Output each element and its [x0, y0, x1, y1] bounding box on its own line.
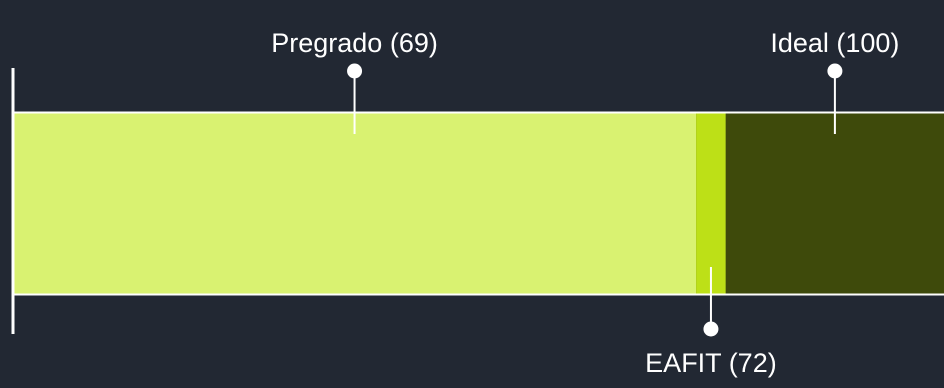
- callout-label-eafit: EAFIT (72): [645, 348, 777, 378]
- bar-segment-ideal: [725, 113, 944, 294]
- callout-dot-pregrado: [347, 63, 363, 79]
- bar-segment-pregrado: [13, 113, 697, 294]
- callout-dot-eafit: [703, 321, 719, 337]
- callout-label-ideal: Ideal (100): [770, 28, 899, 58]
- callout-dot-ideal: [827, 63, 843, 79]
- bar-segments: [13, 113, 944, 294]
- bar-segment-eafit: [696, 113, 726, 294]
- callout-labels: Pregrado (69) EAFIT (72) Ideal (100): [271, 28, 899, 378]
- callout-label-pregrado: Pregrado (69): [271, 28, 438, 58]
